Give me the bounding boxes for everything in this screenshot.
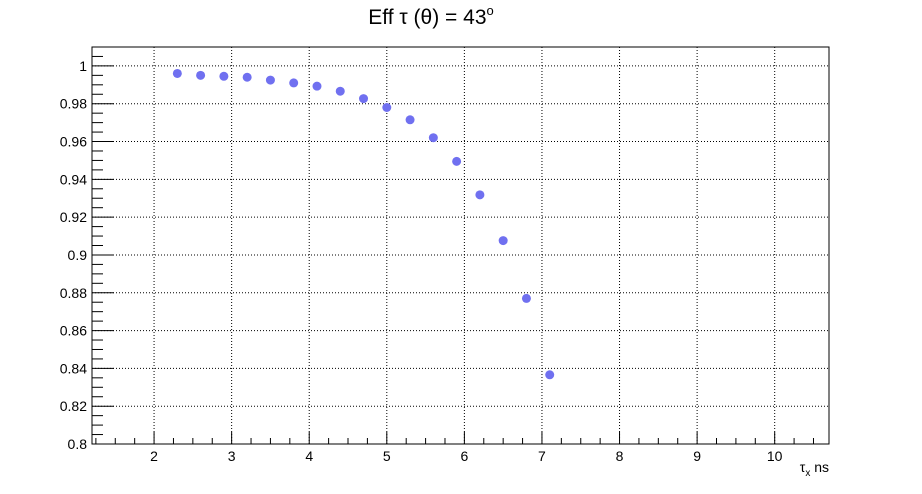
y-tick-label: 0.84 — [60, 360, 87, 376]
data-point — [172, 68, 182, 78]
chart-title: Eff τ (θ) = 43o — [368, 3, 493, 29]
chart-title-angle: (θ) = 43 — [408, 6, 487, 29]
y-tick-label: 0.9 — [68, 247, 88, 263]
y-tick-label: 0.96 — [60, 134, 87, 150]
x-tick-label: 4 — [305, 448, 313, 464]
y-tick-label: 0.82 — [60, 398, 87, 414]
chart-title-prefix: Eff — [368, 6, 399, 29]
chart-title-tau: τ — [399, 6, 408, 29]
data-point — [242, 72, 252, 82]
y-tick-labels: 0.8 0.82 0.84 0.86 0.88 0.9 0.92 0.94 0.96 0.98 1 — [60, 58, 87, 452]
data-point — [545, 370, 555, 380]
y-tick-label: 0.92 — [60, 209, 87, 225]
data-point — [428, 133, 438, 143]
data-point — [521, 293, 531, 303]
chart-title-degree: o — [487, 3, 494, 18]
x-tick-label: 5 — [383, 448, 391, 464]
y-tick-label: 0.98 — [60, 96, 87, 112]
plot-frame — [91, 46, 830, 445]
x-tick-label: 8 — [616, 448, 624, 464]
x-tick-label: 3 — [228, 448, 236, 464]
x-axis-title-unit: ns — [810, 459, 829, 475]
x-axis-title-subscript: x — [805, 468, 810, 479]
axis-ticks — [92, 46, 814, 445]
x-tick-label: 7 — [538, 448, 546, 464]
x-tick-labels: 2 3 4 5 6 7 8 9 10 — [150, 448, 783, 464]
y-tick-label: 1 — [79, 58, 87, 74]
grid-lines — [92, 47, 829, 444]
x-axis-title: τx ns — [800, 459, 829, 479]
y-tick-label: 0.86 — [60, 323, 87, 339]
data-point — [289, 78, 299, 88]
x-tick-label: 6 — [460, 448, 468, 464]
data-point — [196, 70, 206, 80]
x-tick-label: 9 — [693, 448, 701, 464]
data-points — [172, 68, 555, 380]
y-tick-label: 0.94 — [60, 171, 87, 187]
data-point — [265, 75, 275, 85]
data-point — [219, 71, 229, 81]
data-point — [405, 115, 415, 125]
data-point — [475, 190, 485, 200]
x-tick-label: 2 — [150, 448, 158, 464]
data-point — [452, 156, 462, 166]
x-tick-label: 10 — [767, 448, 783, 464]
data-point — [382, 102, 392, 112]
y-tick-label: 0.88 — [60, 285, 87, 301]
data-point — [359, 94, 369, 104]
data-point — [498, 236, 508, 246]
data-point — [312, 81, 322, 91]
data-point — [335, 86, 345, 96]
x-axis-title-tau: τ — [800, 459, 806, 475]
y-tick-label: 0.8 — [68, 436, 88, 452]
